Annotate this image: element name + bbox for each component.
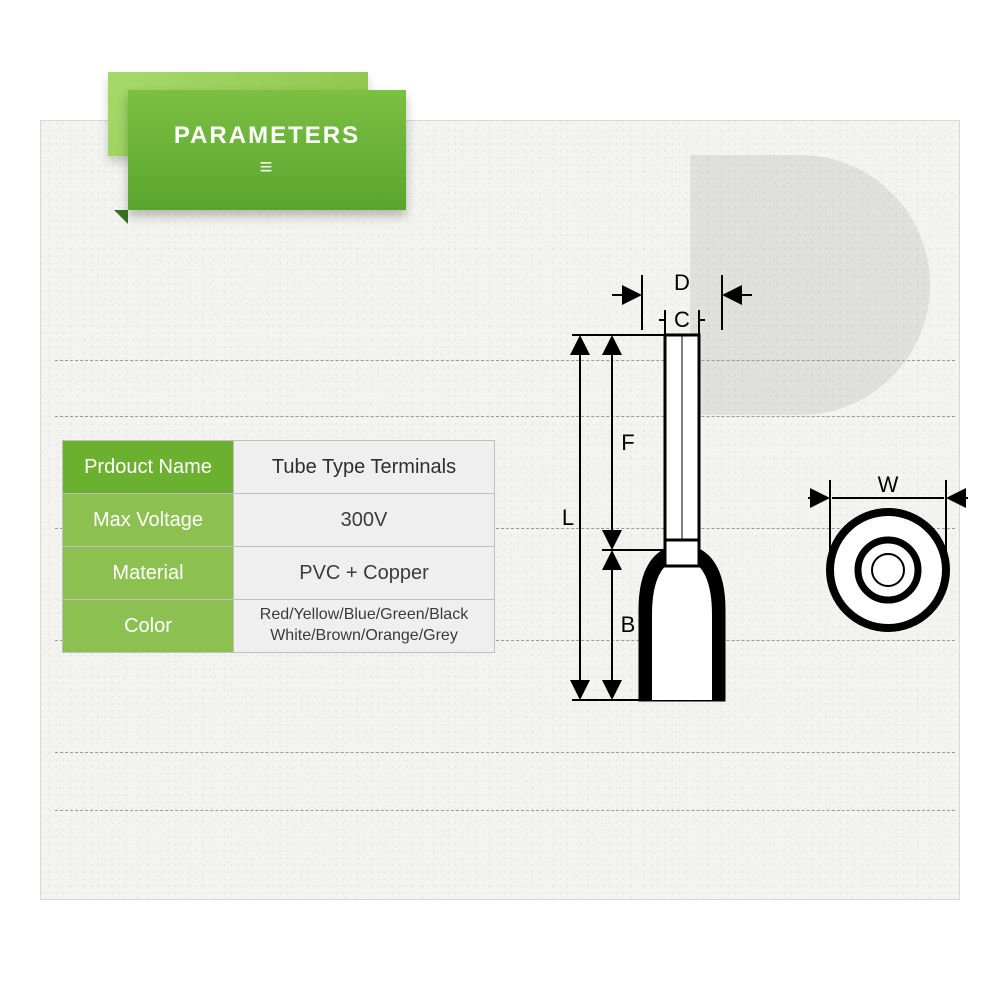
- table-row: Material PVC + Copper: [63, 547, 495, 600]
- spec-label: Material: [63, 547, 234, 600]
- terminal-top-view: [830, 512, 946, 628]
- terminal-dimension-drawing: D C L F B W: [540, 280, 970, 720]
- terminal-side-view: [640, 335, 724, 700]
- dim-label-b: B: [621, 612, 636, 637]
- dim-label-f: F: [621, 430, 634, 455]
- table-row: Max Voltage 300V: [63, 494, 495, 547]
- dim-c: C: [659, 307, 705, 335]
- badge-front-layer: PARAMETERS ≡: [128, 90, 406, 210]
- table-row: Color Red/Yellow/Blue/Green/Black White/…: [63, 600, 495, 653]
- dim-f: F: [612, 337, 635, 548]
- dim-l: L: [562, 337, 580, 698]
- spec-value-line1: Red/Yellow/Blue/Green/Black: [260, 606, 468, 623]
- spec-label: Prdouct Name: [63, 441, 234, 494]
- dash-line: [55, 752, 955, 753]
- dim-label-l: L: [562, 505, 574, 530]
- dim-label-c: C: [674, 307, 690, 332]
- badge-title: PARAMETERS: [174, 122, 360, 150]
- parameters-table: Prdouct Name Tube Type Terminals Max Vol…: [62, 440, 495, 653]
- dim-b: B: [612, 552, 635, 698]
- table-row: Prdouct Name Tube Type Terminals: [63, 441, 495, 494]
- dim-label-w: W: [878, 472, 899, 497]
- menu-icon: ≡: [260, 156, 275, 178]
- spec-value: Red/Yellow/Blue/Green/Black White/Brown/…: [234, 600, 495, 653]
- badge-fold-notch: [114, 210, 128, 224]
- dash-line: [55, 810, 955, 811]
- spec-label: Color: [63, 600, 234, 653]
- spec-value-line2: White/Brown/Orange/Grey: [270, 627, 458, 644]
- spec-value: PVC + Copper: [234, 547, 495, 600]
- spec-label: Max Voltage: [63, 494, 234, 547]
- spec-value: Tube Type Terminals: [234, 441, 495, 494]
- dim-label-d: D: [674, 270, 690, 295]
- spec-value: 300V: [234, 494, 495, 547]
